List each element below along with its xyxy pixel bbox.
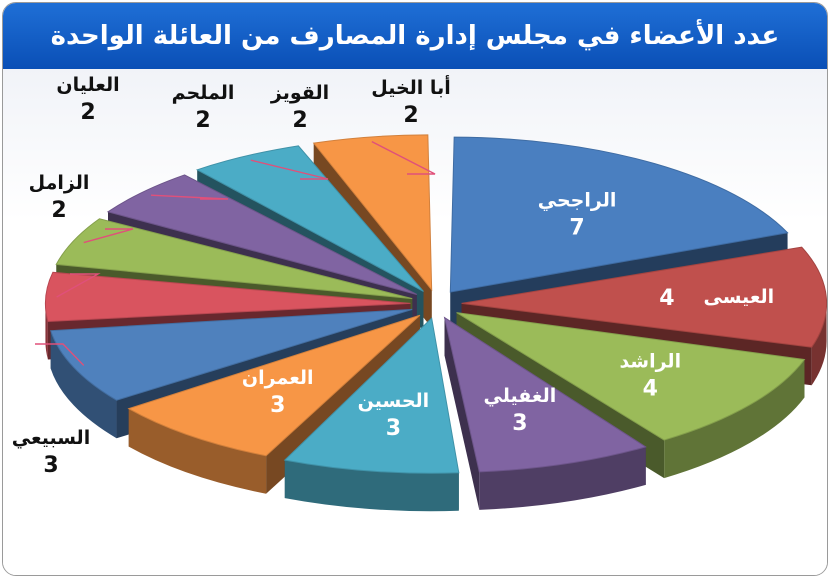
slice-value: 3 (386, 416, 401, 441)
slice-value: 7 (569, 215, 584, 240)
title-bar: عدد الأعضاء في مجلس إدارة المصارف من الع… (3, 3, 827, 69)
slice-12 (312, 134, 433, 292)
leader-line (150, 194, 229, 200)
slice-value: 2 (80, 100, 95, 125)
leader-line (371, 140, 436, 175)
slice-rim (284, 460, 459, 512)
slice-value: 2 (51, 198, 66, 223)
slice-label: الراجحي (538, 189, 617, 211)
slice-value: 4 (643, 376, 658, 401)
slice-label: السبيعي (12, 427, 90, 449)
slice-value: 2 (403, 103, 418, 128)
slice-label: العمران (242, 367, 314, 389)
leader-line (35, 343, 85, 366)
slice-label: الحسين (358, 390, 430, 412)
slice-rim (45, 303, 48, 360)
slice-1 (449, 136, 789, 293)
slice-4 (443, 316, 647, 473)
slice-label: القويز (270, 82, 329, 104)
slice-rim (811, 303, 827, 386)
slice-10 (106, 174, 418, 295)
chart-title: عدد الأعضاء في مجلس إدارة المصارف من الع… (50, 21, 780, 51)
pie-chart: الراجحي 7 العيسى 4 الراشد 4 الغفيلي 3 الحسين 3 الع… (12, 74, 827, 512)
slice-7 (50, 308, 413, 401)
slice-label: الزامل (29, 172, 90, 194)
slice-value: 2 (195, 108, 210, 133)
leader-line (250, 159, 329, 180)
pie-labels: الراجحي 7 العيسى 4 الراشد 4 الغفيلي 3 الحسين 3 الع… (12, 74, 774, 478)
slice-6 (127, 314, 421, 457)
slice-rim (128, 408, 267, 494)
slice-wall (444, 317, 480, 510)
leader-line (56, 273, 101, 298)
slice-label: العليان (56, 74, 119, 96)
slice-rim (479, 446, 646, 510)
slice-9 (55, 218, 413, 300)
slice-value: 2 (292, 108, 307, 133)
slice-5 (283, 317, 460, 474)
slice-value: 3 (270, 393, 285, 418)
slice-label: الراشد (619, 350, 681, 372)
slice-rim (50, 330, 117, 439)
slice-value: 3 (512, 411, 527, 436)
slice-rim (664, 359, 805, 479)
slice-label: الغفيلي (484, 385, 557, 407)
slice-label: أبا الخيل (371, 75, 450, 99)
slice-value: 3 (43, 453, 58, 478)
pie-tops (44, 134, 827, 474)
slice-8 (44, 271, 411, 322)
slice-11 (195, 145, 424, 292)
chart-area: الراجحي 7 العيسى 4 الراشد 4 الغفيلي 3 الحسين 3 الع… (3, 69, 827, 575)
leader-line (83, 228, 134, 244)
slice-value: 4 (659, 286, 674, 311)
slice-label: العيسى (704, 286, 775, 308)
slice-label: الملحم (172, 82, 235, 104)
slice-3 (456, 312, 806, 441)
slice-2 (461, 246, 827, 348)
